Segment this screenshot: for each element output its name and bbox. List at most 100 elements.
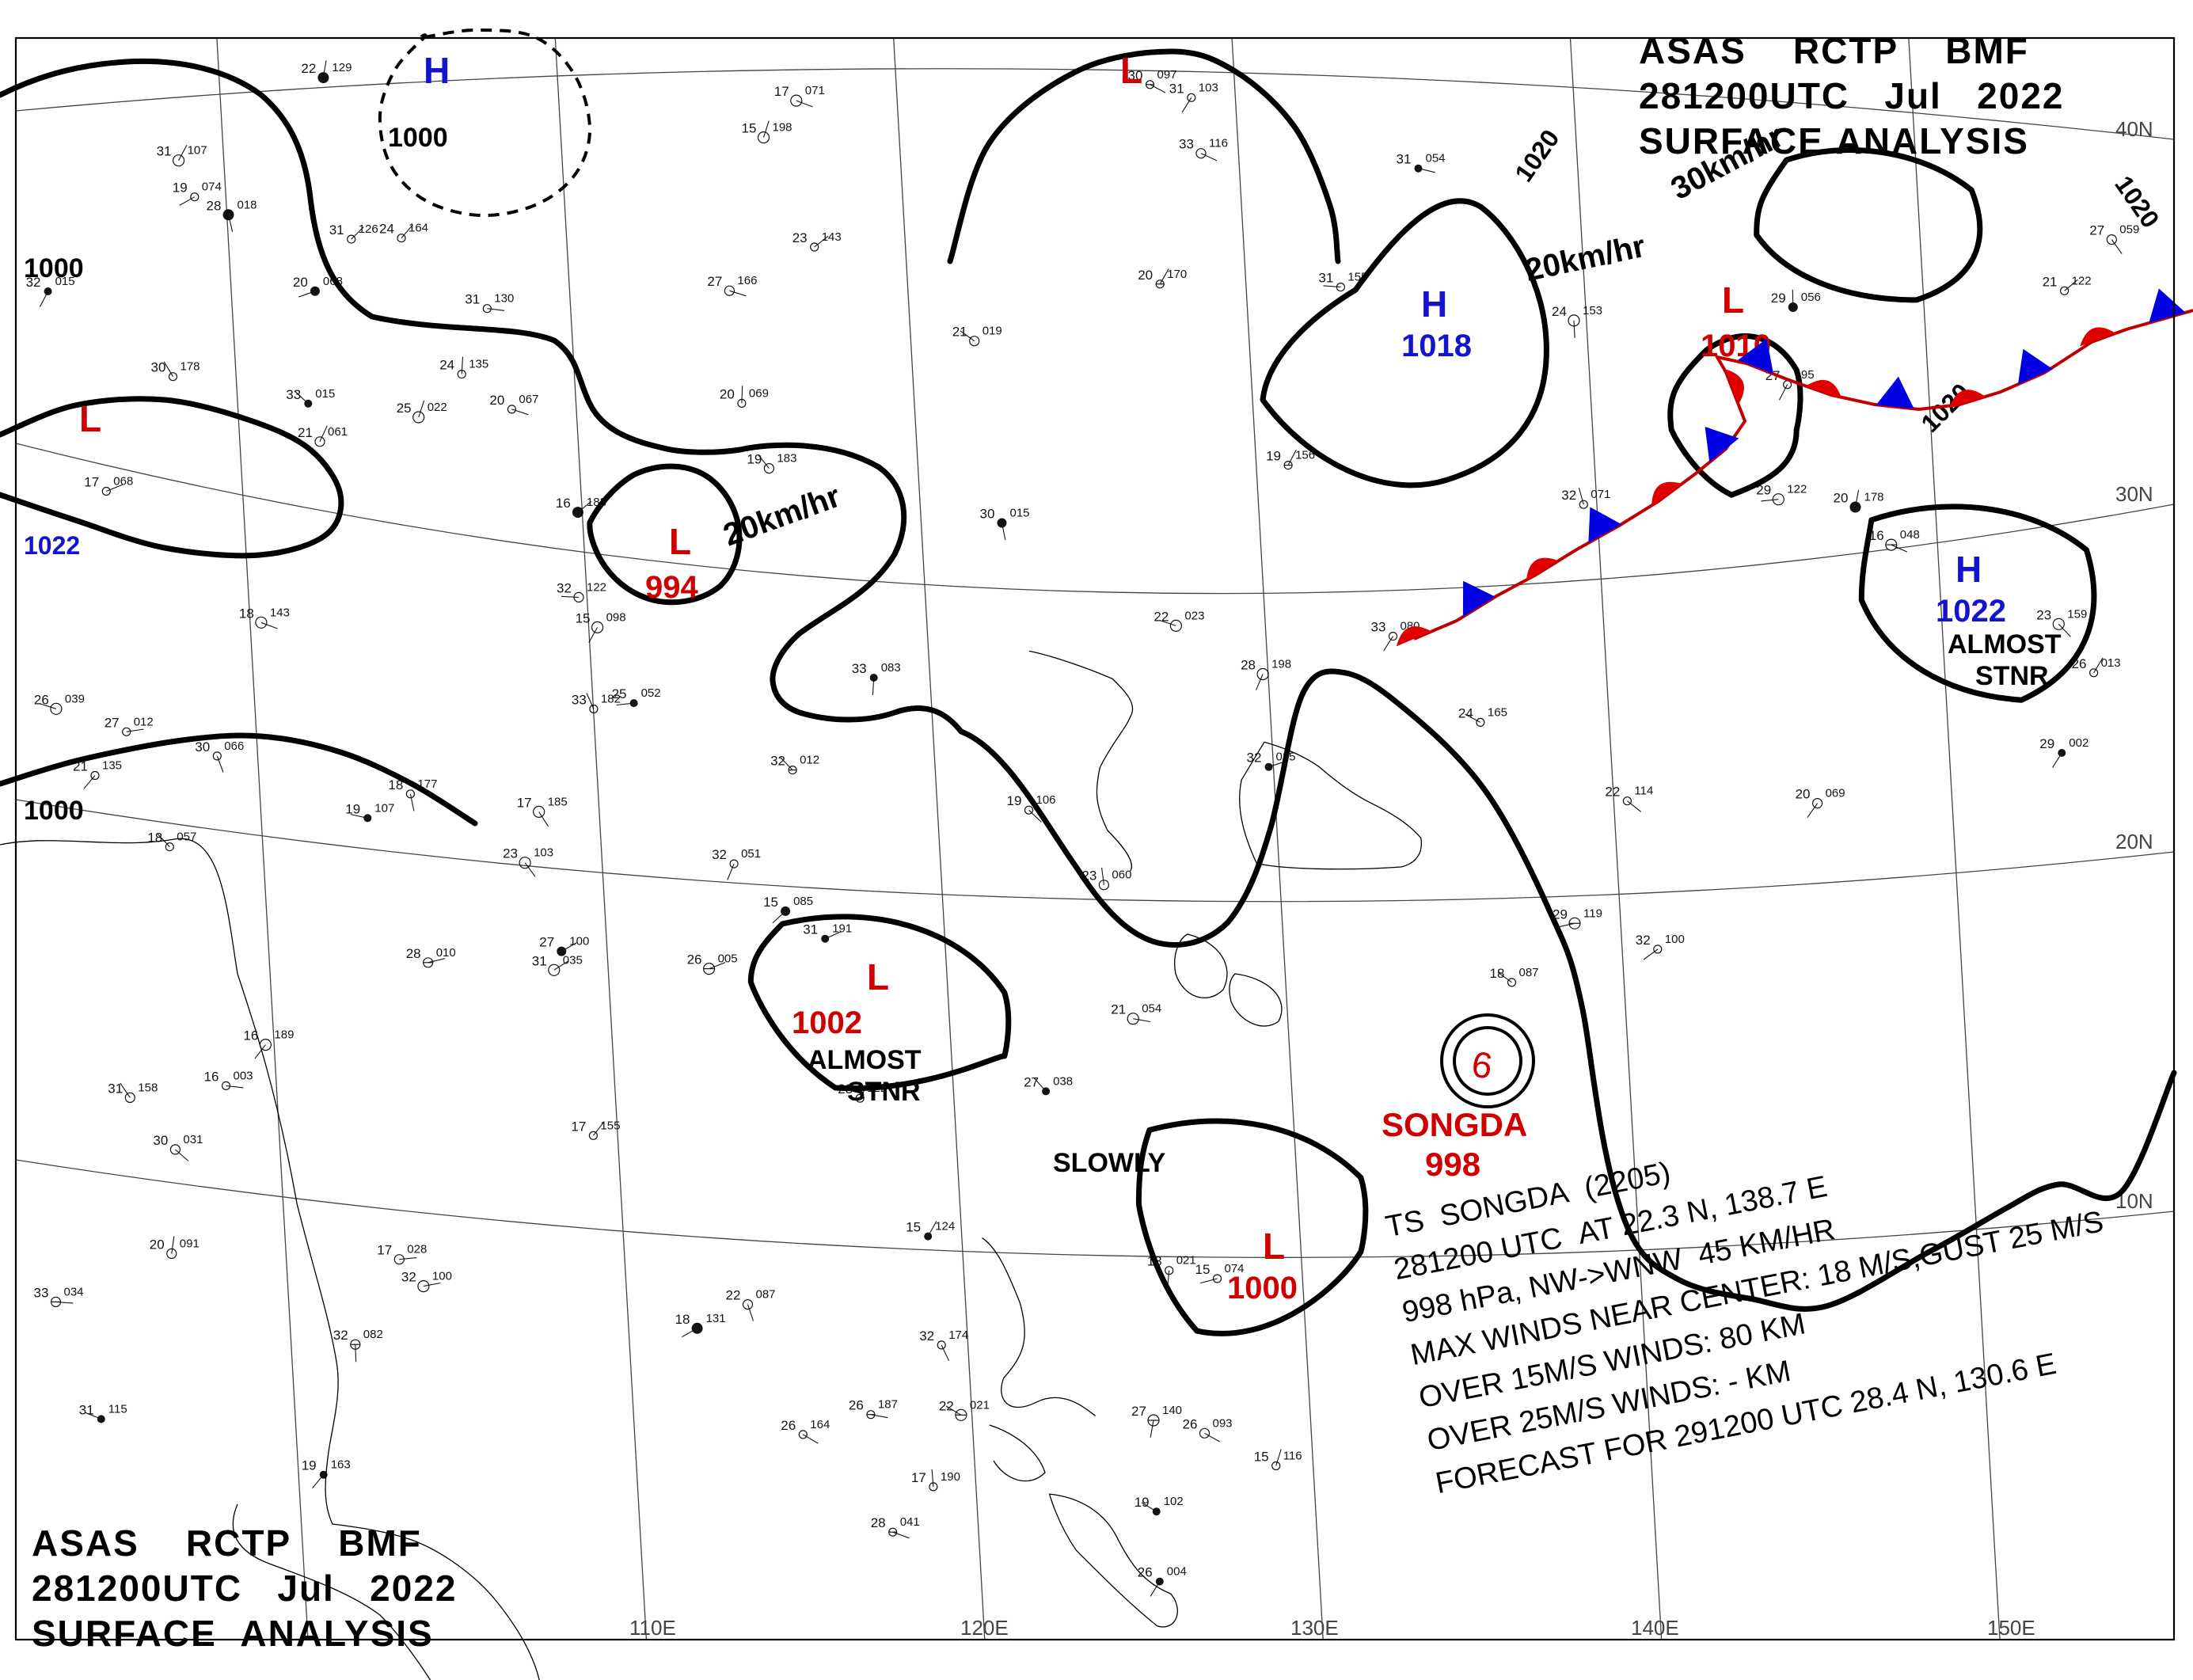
svg-text:15: 15 xyxy=(1254,1450,1269,1465)
svg-text:039: 039 xyxy=(65,692,85,705)
svg-text:19: 19 xyxy=(173,181,188,196)
svg-text:140E: 140E xyxy=(1631,1616,1679,1640)
svg-text:183: 183 xyxy=(777,452,796,466)
svg-text:28: 28 xyxy=(406,946,421,961)
svg-text:20: 20 xyxy=(1834,491,1849,506)
svg-text:33: 33 xyxy=(852,661,867,676)
svg-text:SLOWLY: SLOWLY xyxy=(1053,1148,1166,1178)
svg-text:025: 025 xyxy=(1276,751,1296,764)
svg-text:028: 028 xyxy=(407,1243,427,1256)
svg-text:19: 19 xyxy=(1007,793,1022,808)
svg-text:30N: 30N xyxy=(2115,482,2153,506)
svg-text:16: 16 xyxy=(556,496,571,511)
svg-text:32: 32 xyxy=(1247,751,1262,766)
svg-text:003: 003 xyxy=(234,1069,253,1082)
svg-text:20: 20 xyxy=(720,386,735,401)
svg-text:L: L xyxy=(79,398,101,439)
svg-text:STNR: STNR xyxy=(847,1077,921,1107)
svg-text:1020: 1020 xyxy=(2109,170,2164,233)
svg-text:20km/hr: 20km/hr xyxy=(1522,229,1648,288)
svg-text:18: 18 xyxy=(388,777,403,792)
svg-text:021: 021 xyxy=(1176,1254,1196,1268)
svg-text:164: 164 xyxy=(810,1418,830,1431)
svg-text:074: 074 xyxy=(202,181,222,194)
svg-text:068: 068 xyxy=(113,475,133,488)
svg-text:190: 190 xyxy=(941,1470,960,1484)
svg-text:27: 27 xyxy=(105,715,120,730)
svg-text:087: 087 xyxy=(1519,966,1539,979)
svg-text:1000: 1000 xyxy=(24,253,84,283)
svg-text:23: 23 xyxy=(792,230,808,245)
svg-text:178: 178 xyxy=(1864,491,1884,504)
svg-text:L: L xyxy=(1722,279,1744,321)
svg-text:26: 26 xyxy=(781,1418,796,1433)
svg-text:103: 103 xyxy=(534,846,553,860)
svg-text:150E: 150E xyxy=(1987,1616,2035,1640)
svg-text:098: 098 xyxy=(606,610,626,624)
svg-text:082: 082 xyxy=(363,1328,383,1341)
svg-text:115: 115 xyxy=(108,1402,127,1416)
svg-text:182: 182 xyxy=(601,693,621,706)
svg-text:17: 17 xyxy=(911,1470,926,1485)
svg-text:L: L xyxy=(669,521,691,562)
svg-text:122: 122 xyxy=(1787,483,1807,496)
svg-text:31: 31 xyxy=(532,953,547,968)
svg-text:26: 26 xyxy=(687,952,702,967)
svg-text:034: 034 xyxy=(64,1285,84,1298)
svg-text:087: 087 xyxy=(756,1288,776,1302)
svg-text:107: 107 xyxy=(374,801,394,815)
svg-text:164: 164 xyxy=(409,222,428,235)
svg-text:18: 18 xyxy=(675,1312,690,1327)
svg-text:281200UTC Jul 2022: 281200UTC Jul 2022 xyxy=(1639,75,2065,116)
svg-text:122: 122 xyxy=(2072,274,2092,287)
svg-text:15: 15 xyxy=(1195,1262,1211,1277)
svg-text:130: 130 xyxy=(494,292,514,306)
svg-text:24: 24 xyxy=(379,222,394,237)
svg-text:30: 30 xyxy=(151,360,166,375)
svg-text:31: 31 xyxy=(1397,152,1412,167)
svg-text:156: 156 xyxy=(1295,449,1315,462)
svg-text:28: 28 xyxy=(1241,658,1256,673)
svg-text:178: 178 xyxy=(181,360,200,374)
svg-text:1000: 1000 xyxy=(388,123,448,153)
svg-text:26: 26 xyxy=(849,1398,864,1413)
svg-text:32: 32 xyxy=(712,847,727,862)
svg-text:32: 32 xyxy=(1636,933,1651,948)
svg-text:015: 015 xyxy=(1010,507,1030,520)
svg-text:17: 17 xyxy=(84,475,99,490)
svg-text:1000: 1000 xyxy=(1227,1271,1298,1306)
svg-text:165: 165 xyxy=(1488,705,1507,719)
svg-text:1000: 1000 xyxy=(24,796,84,826)
svg-text:119: 119 xyxy=(1583,907,1602,920)
svg-text:H: H xyxy=(424,50,450,91)
svg-text:24: 24 xyxy=(1552,304,1567,319)
svg-text:20: 20 xyxy=(1138,268,1153,283)
svg-text:198: 198 xyxy=(1271,658,1291,671)
svg-text:15: 15 xyxy=(576,610,591,625)
svg-text:15: 15 xyxy=(742,121,757,136)
svg-text:051: 051 xyxy=(741,847,761,861)
svg-text:15: 15 xyxy=(906,1220,921,1235)
svg-text:158: 158 xyxy=(138,1081,158,1094)
svg-text:061: 061 xyxy=(328,425,348,439)
svg-text:20: 20 xyxy=(150,1237,165,1252)
svg-text:29: 29 xyxy=(1771,291,1786,306)
svg-text:002: 002 xyxy=(2069,736,2088,750)
svg-text:ASAS RCTP BMF: ASAS RCTP BMF xyxy=(32,1522,422,1564)
svg-text:16: 16 xyxy=(243,1028,258,1043)
svg-text:33: 33 xyxy=(572,693,587,708)
svg-text:038: 038 xyxy=(1053,1074,1073,1088)
svg-text:19: 19 xyxy=(345,801,360,816)
svg-text:114: 114 xyxy=(1634,785,1653,798)
svg-text:100: 100 xyxy=(569,935,589,948)
svg-text:SONGDA: SONGDA xyxy=(1382,1106,1527,1143)
svg-text:30: 30 xyxy=(153,1133,168,1148)
svg-text:26: 26 xyxy=(34,692,49,707)
svg-text:31: 31 xyxy=(157,144,172,159)
svg-text:22: 22 xyxy=(726,1288,741,1303)
svg-text:29: 29 xyxy=(2039,736,2054,751)
svg-text:170: 170 xyxy=(1167,268,1187,281)
svg-text:097: 097 xyxy=(1157,68,1177,82)
svg-text:060: 060 xyxy=(1112,869,1131,882)
svg-text:ALMOST: ALMOST xyxy=(1948,629,2062,659)
